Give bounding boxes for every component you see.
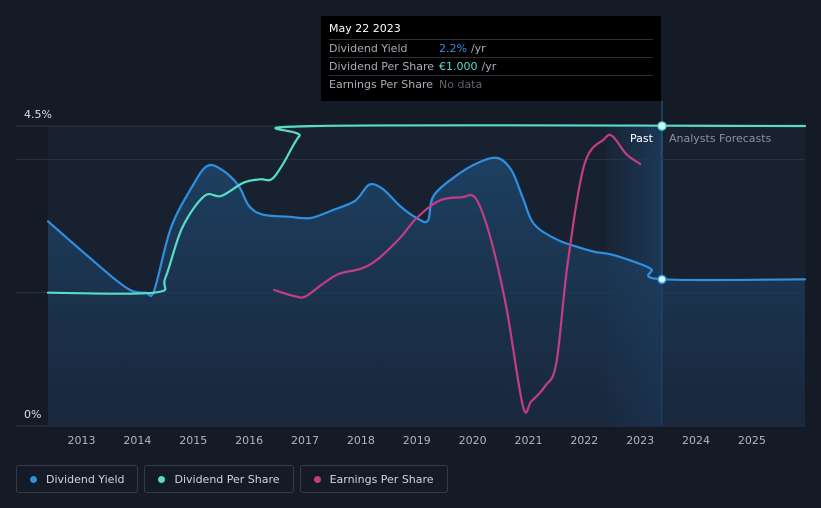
legend-dividend-per-share[interactable]: Dividend Per Share	[144, 465, 294, 493]
analysts-forecasts-label: Analysts Forecasts	[669, 132, 772, 145]
x-tick-label: 2015	[179, 434, 207, 447]
x-tick-label: 2013	[68, 434, 96, 447]
x-tick-label: 2016	[235, 434, 263, 447]
x-tick-label: 2019	[403, 434, 431, 447]
tooltip-row-dividend-per-share: Dividend Per Share €1.000 /yr	[329, 57, 653, 75]
tooltip-value: €1.000	[439, 60, 478, 73]
legend-dot-icon	[313, 475, 321, 483]
legend-dividend-yield[interactable]: Dividend Yield	[16, 465, 139, 493]
x-tick-label: 2017	[291, 434, 319, 447]
legend-label: Dividend Per Share	[174, 472, 280, 486]
tooltip-unit: /yr	[481, 60, 497, 73]
legend-label: Earnings Per Share	[329, 472, 434, 486]
tooltip-date: May 22 2023	[329, 22, 401, 35]
tooltip-label: Dividend Yield	[329, 42, 408, 55]
y-tick-label: 4.5%	[24, 108, 52, 121]
x-tick-label: 2022	[570, 434, 598, 447]
x-tick-label: 2023	[626, 434, 654, 447]
dividend-yield-area	[48, 157, 805, 426]
legend-label: Dividend Yield	[46, 472, 125, 486]
past-label: Past	[630, 132, 654, 145]
chart-legend: Dividend Yield Dividend Per Share Earnin…	[16, 465, 448, 493]
legend-dot-icon	[30, 475, 37, 483]
earnings-per-share-line	[273, 133, 642, 414]
tooltip-label: Earnings Per Share	[329, 78, 434, 91]
tooltip-row-earnings-per-share: Earnings Per Share No data	[329, 75, 653, 93]
chart-tooltip: May 22 2023 Dividend Yield 2.2% /yr Divi…	[321, 16, 661, 101]
current-value-marker	[657, 121, 667, 131]
x-tick-label: 2020	[459, 434, 487, 447]
current-value-marker	[657, 274, 667, 285]
legend-earnings-per-share[interactable]: Earnings Per Share	[299, 465, 448, 493]
x-tick-label: 2024	[682, 434, 710, 447]
tooltip-value: No data	[439, 78, 483, 91]
x-tick-label: 2021	[514, 434, 542, 447]
tooltip-unit: /yr	[470, 42, 486, 55]
dividend-per-share-line	[46, 124, 807, 295]
x-tick-label: 2014	[123, 434, 151, 447]
legend-dot-icon	[158, 475, 166, 483]
tooltip-label: Dividend Per Share	[329, 60, 435, 73]
tooltip-row-dividend-yield: Dividend Yield 2.2% /yr	[329, 39, 653, 57]
tooltip-value: 2.2%	[439, 42, 467, 55]
x-tick-label: 2018	[347, 434, 375, 447]
dividend-yield-line	[46, 156, 807, 298]
y-tick-label: 0%	[24, 408, 41, 421]
x-tick-label: 2025	[738, 434, 766, 447]
